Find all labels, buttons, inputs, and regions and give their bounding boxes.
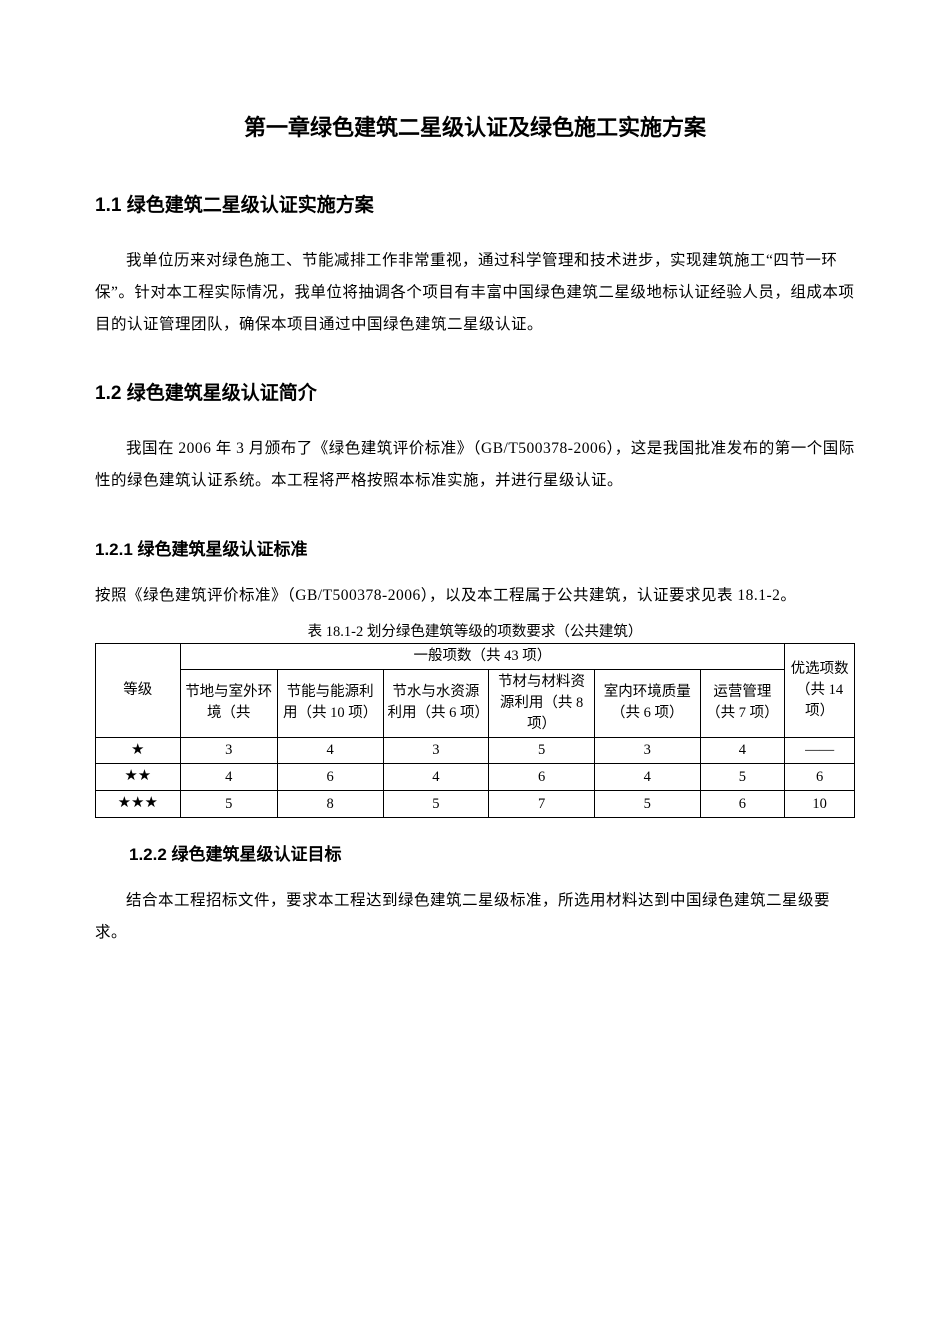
table-row: ★ 3 4 3 5 3 4 ——: [96, 737, 855, 764]
val-cell: 5: [594, 791, 700, 818]
val-cell: 6: [489, 764, 595, 791]
cert-table: 等级 一般项数（共 43 项） 优选项数（共 14 项） 节地与室外环境（共 节…: [95, 643, 855, 818]
table-caption: 表 18.1-2 划分绿色建筑等级的项数要求（公共建筑）: [95, 620, 855, 641]
table-row: ★★★ 5 8 5 7 5 6 10: [96, 791, 855, 818]
section-1-2-2-heading: 1.2.2 绿色建筑星级认证目标: [129, 840, 855, 865]
val-cell: 4: [594, 764, 700, 791]
star-cell: ★: [96, 737, 181, 764]
val-cell: 4: [180, 764, 277, 791]
section-1-2-1-heading: 1.2.1 绿色建筑星级认证标准: [95, 535, 855, 560]
pref-cell: 10: [785, 791, 855, 818]
col-general-total: 一般项数（共 43 项）: [180, 643, 785, 669]
val-cell: 7: [489, 791, 595, 818]
col-c5: 运营管理（共 7 项）: [700, 669, 785, 737]
val-cell: 6: [277, 764, 383, 791]
val-cell: 8: [277, 791, 383, 818]
pref-cell: ——: [785, 737, 855, 764]
col-c1: 节能与能源利用（共 10 项）: [277, 669, 383, 737]
section-1-2-2-para: 结合本工程招标文件，要求本工程达到绿色建筑二星级标准，所选用材料达到中国绿色建筑…: [95, 885, 855, 949]
section-1-1-para: 我单位历来对绿色施工、节能减排工作非常重视，通过科学管理和技术进步，实现建筑施工…: [95, 245, 855, 340]
val-cell: 5: [489, 737, 595, 764]
val-cell: 6: [700, 791, 785, 818]
val-cell: 4: [383, 764, 489, 791]
chapter-title: 第一章绿色建筑二星级认证及绿色施工实施方案: [95, 110, 855, 142]
val-cell: 5: [383, 791, 489, 818]
val-cell: 5: [700, 764, 785, 791]
val-cell: 3: [180, 737, 277, 764]
col-c3: 节材与材料资源利用（共 8 项）: [489, 669, 595, 737]
table-header-row-1: 等级 一般项数（共 43 项） 优选项数（共 14 项）: [96, 643, 855, 669]
col-c0: 节地与室外环境（共: [180, 669, 277, 737]
col-level: 等级: [96, 643, 181, 737]
section-1-2-1-para: 按照《绿色建筑评价标准》（GB/T500378-2006），以及本工程属于公共建…: [95, 580, 855, 612]
col-c2: 节水与水资源利用（共 6 项）: [383, 669, 489, 737]
val-cell: 4: [700, 737, 785, 764]
table-header-row-2: 节地与室外环境（共 节能与能源利用（共 10 项） 节水与水资源利用（共 6 项…: [96, 669, 855, 737]
section-1-2-heading: 1.2 绿色建筑星级认证简介: [95, 378, 855, 405]
col-preferred: 优选项数（共 14 项）: [785, 643, 855, 737]
val-cell: 3: [594, 737, 700, 764]
star-cell: ★★★: [96, 791, 181, 818]
pref-cell: 6: [785, 764, 855, 791]
val-cell: 4: [277, 737, 383, 764]
star-cell: ★★: [96, 764, 181, 791]
section-1-1-heading: 1.1 绿色建筑二星级认证实施方案: [95, 190, 855, 217]
val-cell: 5: [180, 791, 277, 818]
section-1-2-para: 我国在 2006 年 3 月颁布了《绿色建筑评价标准》（GB/T500378-2…: [95, 433, 855, 497]
col-c4: 室内环境质量（共 6 项）: [594, 669, 700, 737]
table-row: ★★ 4 6 4 6 4 5 6: [96, 764, 855, 791]
val-cell: 3: [383, 737, 489, 764]
